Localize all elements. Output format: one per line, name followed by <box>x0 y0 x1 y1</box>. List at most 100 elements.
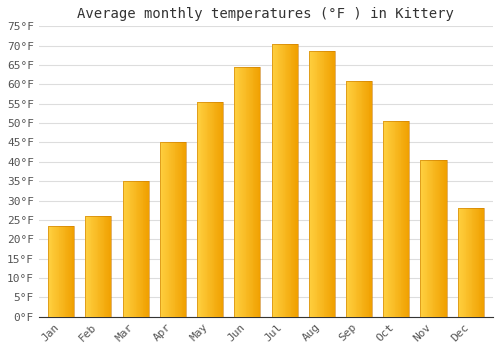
Bar <box>177 142 178 317</box>
Bar <box>472 208 474 317</box>
Bar <box>430 160 431 317</box>
Bar <box>217 102 218 317</box>
Bar <box>130 181 132 317</box>
Bar <box>104 216 106 317</box>
Bar <box>460 208 461 317</box>
Bar <box>361 80 362 317</box>
Bar <box>391 121 392 317</box>
Bar <box>346 80 347 317</box>
Bar <box>480 208 481 317</box>
Bar <box>351 80 352 317</box>
Bar <box>86 216 112 317</box>
Bar <box>334 51 335 317</box>
Bar <box>92 216 93 317</box>
Bar <box>467 208 468 317</box>
Bar <box>280 44 281 317</box>
Bar <box>147 181 148 317</box>
Bar <box>101 216 102 317</box>
Bar <box>406 121 408 317</box>
Bar <box>89 216 90 317</box>
Bar <box>216 102 217 317</box>
Bar <box>282 44 283 317</box>
Bar <box>462 208 463 317</box>
Bar <box>276 44 278 317</box>
Bar <box>176 142 177 317</box>
Bar <box>107 216 108 317</box>
Bar <box>477 208 478 317</box>
Bar <box>435 160 436 317</box>
Bar <box>61 226 62 317</box>
Bar <box>179 142 180 317</box>
Bar <box>100 216 101 317</box>
Bar <box>197 102 198 317</box>
Bar <box>424 160 425 317</box>
Bar <box>356 80 358 317</box>
Bar <box>49 226 50 317</box>
Bar <box>290 44 292 317</box>
Bar <box>294 44 295 317</box>
Bar <box>251 67 252 317</box>
Bar <box>160 142 162 317</box>
Bar <box>352 80 353 317</box>
Bar <box>144 181 145 317</box>
Bar <box>57 226 58 317</box>
Bar <box>208 102 209 317</box>
Bar <box>145 181 146 317</box>
Bar <box>56 226 57 317</box>
Bar <box>64 226 66 317</box>
Bar <box>483 208 484 317</box>
Bar <box>86 216 87 317</box>
Bar <box>434 160 435 317</box>
Bar <box>58 226 59 317</box>
Bar <box>319 51 320 317</box>
Bar <box>243 67 244 317</box>
Bar <box>255 67 256 317</box>
Bar <box>444 160 445 317</box>
Bar <box>206 102 208 317</box>
Bar <box>368 80 370 317</box>
Bar <box>475 208 476 317</box>
Bar <box>222 102 223 317</box>
Bar <box>68 226 69 317</box>
Bar <box>397 121 398 317</box>
Bar <box>122 181 124 317</box>
Bar <box>140 181 141 317</box>
Bar <box>60 226 61 317</box>
Bar <box>138 181 139 317</box>
Bar <box>281 44 282 317</box>
Bar <box>168 142 170 317</box>
Bar <box>184 142 185 317</box>
Bar <box>353 80 354 317</box>
Bar <box>203 102 204 317</box>
Bar <box>63 226 64 317</box>
Bar <box>425 160 426 317</box>
Bar <box>432 160 434 317</box>
Bar <box>209 102 210 317</box>
Bar <box>62 226 63 317</box>
Bar <box>237 67 238 317</box>
Bar <box>248 67 249 317</box>
Bar <box>428 160 429 317</box>
Bar <box>438 160 440 317</box>
Bar <box>383 121 384 317</box>
Bar <box>182 142 184 317</box>
Bar <box>360 80 361 317</box>
Bar <box>174 142 176 317</box>
Bar <box>108 216 109 317</box>
Bar <box>87 216 88 317</box>
Bar <box>385 121 386 317</box>
Bar <box>95 216 96 317</box>
Bar <box>348 80 350 317</box>
Bar <box>185 142 186 317</box>
Bar <box>272 44 274 317</box>
Bar <box>328 51 330 317</box>
Bar <box>162 142 164 317</box>
Bar <box>88 216 89 317</box>
Bar <box>178 142 179 317</box>
Bar <box>164 142 165 317</box>
Bar <box>321 51 322 317</box>
Bar <box>313 51 314 317</box>
Bar <box>106 216 107 317</box>
Bar <box>330 51 332 317</box>
Bar <box>470 208 472 317</box>
